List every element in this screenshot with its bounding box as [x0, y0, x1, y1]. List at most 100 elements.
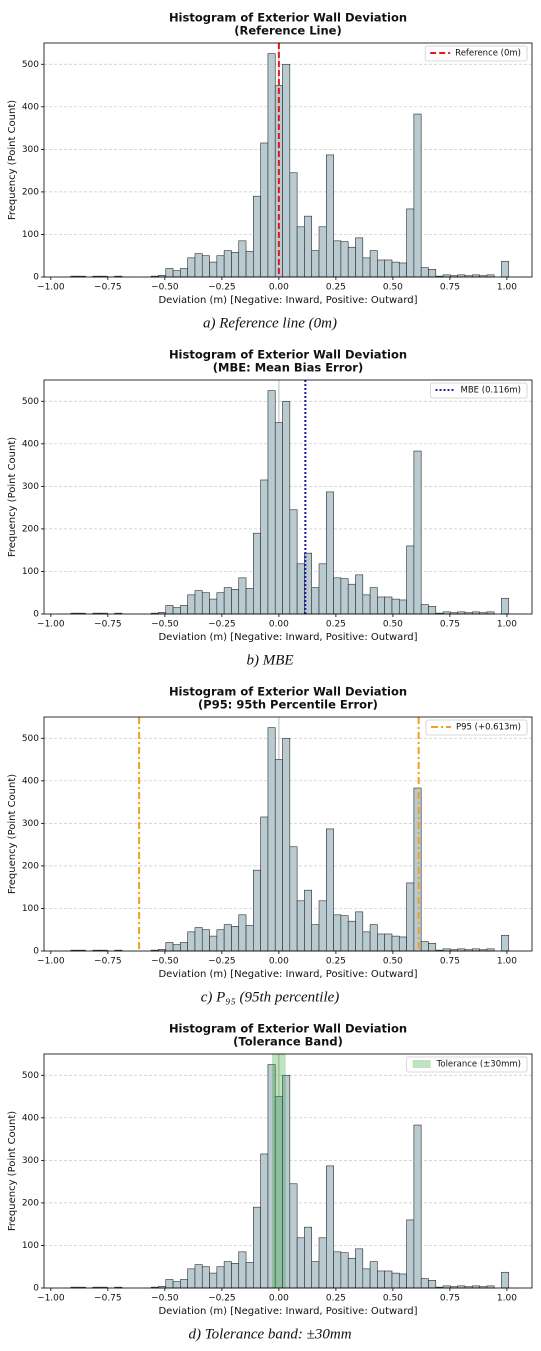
- histogram-bar: [194, 1264, 203, 1289]
- y-tick-label: 500: [22, 60, 39, 70]
- histogram-bar: [180, 605, 188, 615]
- histogram-bar: [216, 1266, 225, 1289]
- histogram-bar: [326, 1165, 334, 1289]
- histogram-bar: [391, 1272, 400, 1289]
- x-tick-label: 0.50: [383, 957, 403, 967]
- legend-box: [425, 719, 528, 736]
- histogram-bar: [253, 532, 261, 615]
- x-tick-label: −1.00: [37, 1294, 65, 1304]
- chart-panel: Histogram of Exterior Wall Deviation(Tol…: [7, 1022, 533, 1342]
- histogram-bar: [238, 577, 247, 615]
- histogram-bar: [347, 246, 356, 278]
- chart-subtitle: (Tolerance Band): [233, 1035, 343, 1049]
- y-axis-label: Frequency (Point Count): [7, 1111, 18, 1231]
- x-tick-label: −0.75: [94, 957, 122, 967]
- x-tick-label: −0.75: [94, 620, 122, 630]
- y-axis-label: Frequency (Point Count): [7, 437, 18, 557]
- histogram-bar: [245, 1262, 254, 1289]
- histogram-bar: [428, 1280, 437, 1289]
- histogram-bar: [209, 935, 218, 952]
- x-axis-label: Deviation (m) [Negative: Inward, Positiv…: [158, 632, 417, 643]
- y-tick-label: 300: [22, 145, 39, 155]
- histogram-bar: [413, 450, 422, 615]
- legend: Reference (0m): [424, 45, 528, 62]
- histogram-bar: [194, 253, 203, 278]
- x-tick-label: −0.50: [151, 1294, 179, 1304]
- histogram-bar: [304, 215, 313, 278]
- histogram-bar: [201, 1266, 210, 1289]
- legend: MBE (0.116m): [430, 382, 528, 399]
- histogram-bar: [289, 1183, 298, 1289]
- x-tick-label: −0.50: [151, 957, 179, 967]
- histogram-bar: [223, 1261, 232, 1289]
- y-tick-label: 400: [22, 102, 39, 112]
- histogram-bar: [311, 587, 320, 615]
- x-tick-label: 1.00: [497, 283, 517, 293]
- histogram-bar: [231, 252, 240, 278]
- histogram-bar: [201, 929, 210, 952]
- histogram-bar: [180, 268, 188, 278]
- histogram-bar: [362, 1268, 371, 1289]
- histogram-bar: [172, 944, 181, 952]
- histogram-bar: [311, 924, 320, 952]
- histogram-bar: [384, 933, 393, 952]
- x-tick-label: 1.00: [497, 1294, 517, 1304]
- y-tick-label: 100: [22, 904, 39, 914]
- x-tick-label: 0.50: [383, 620, 403, 630]
- x-tick-label: −1.00: [37, 283, 65, 293]
- plot-frame: [43, 379, 533, 615]
- histogram-bar: [209, 598, 218, 615]
- histogram-bar: [231, 926, 240, 952]
- legend-box: [424, 45, 528, 62]
- histogram-bar: [223, 250, 232, 278]
- histogram-bar: [194, 590, 203, 615]
- histogram-bar: [238, 914, 247, 952]
- x-tick-label: −0.50: [151, 283, 179, 293]
- y-tick-label: 500: [22, 1071, 39, 1081]
- legend-label: Reference (0m): [455, 49, 521, 59]
- histogram-bar: [420, 267, 429, 278]
- histogram-bar: [245, 588, 254, 615]
- histogram-bar: [398, 1273, 407, 1289]
- histogram-bar: [216, 592, 225, 615]
- y-tick-label: 100: [22, 230, 39, 240]
- histogram-bar: [172, 607, 181, 615]
- histogram-bar: [340, 915, 349, 952]
- histogram-bar: [318, 1237, 327, 1289]
- histogram-bar: [282, 737, 291, 952]
- caption: d) Tolerance band: ±30mm: [188, 1326, 351, 1342]
- caption: b) MBE: [246, 652, 293, 668]
- histogram-bar: [362, 257, 371, 278]
- y-tick-label: 0: [33, 1284, 39, 1294]
- histogram-bar: [326, 828, 334, 952]
- x-tick-label: 0.50: [383, 283, 403, 293]
- histogram-bar: [398, 262, 407, 278]
- x-tick-label: 0.25: [326, 620, 346, 630]
- histogram-bar: [347, 920, 356, 952]
- histogram-bar: [282, 63, 291, 278]
- histogram-bar: [165, 605, 174, 615]
- histogram-bar: [238, 1251, 247, 1289]
- histogram-bar: [318, 226, 327, 278]
- x-tick-label: 0.25: [326, 283, 346, 293]
- histogram-bar: [209, 1272, 218, 1289]
- histogram-bar: [420, 1278, 429, 1289]
- histogram-bar: [501, 260, 510, 278]
- chart-subtitle: (P95: 95th Percentile Error): [198, 698, 378, 712]
- histogram-bar: [326, 154, 334, 278]
- histogram-bar: [369, 1261, 378, 1289]
- x-tick-label: 0.50: [383, 1294, 403, 1304]
- histogram-bar: [165, 268, 174, 278]
- x-tick-label: 0.00: [269, 957, 289, 967]
- plot-frame: [43, 42, 533, 278]
- histogram-bar: [267, 53, 276, 278]
- histogram-bar: [180, 942, 188, 952]
- y-tick-label: 400: [22, 776, 39, 786]
- histogram-bar: [384, 259, 393, 278]
- histogram-bar: [355, 237, 364, 278]
- histogram-bar: [318, 563, 327, 615]
- y-tick-label: 400: [22, 439, 39, 449]
- histogram-bar: [362, 931, 371, 952]
- histogram-bar: [333, 577, 342, 615]
- histogram-bar: [245, 251, 254, 278]
